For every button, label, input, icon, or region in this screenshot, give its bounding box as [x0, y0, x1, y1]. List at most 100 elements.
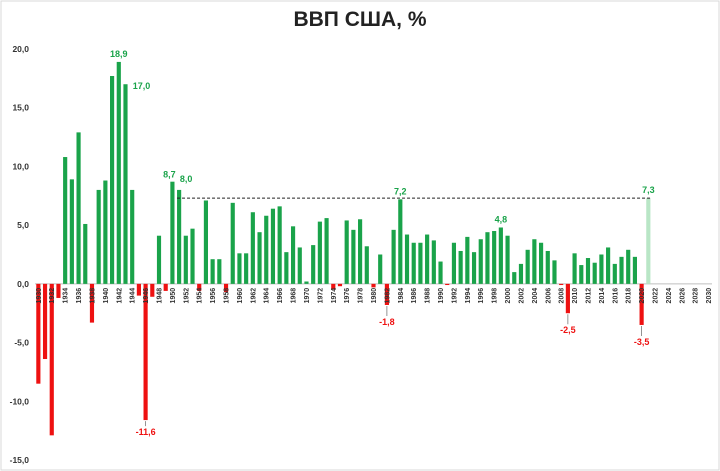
data-label: -3,5 [634, 337, 650, 347]
data-label: 17,0 [133, 81, 151, 91]
data-label: -1,8 [379, 317, 395, 327]
bar-2006 [545, 250, 550, 284]
x-tick-label: 2030 [706, 288, 713, 304]
bar-2014 [599, 254, 604, 284]
bar-2010 [572, 253, 577, 284]
bar-1932 [49, 283, 54, 436]
bar-2007 [552, 260, 557, 284]
x-tick-label: 2006 [545, 288, 552, 304]
x-tick-label: 1988 [425, 288, 432, 304]
bar-1938 [89, 283, 95, 323]
bar-1964 [264, 215, 269, 284]
x-tick-label: 2026 [679, 288, 686, 304]
y-tick-label: -5,0 [14, 338, 29, 348]
x-tick-label: 2000 [505, 288, 512, 304]
bar-1933 [56, 283, 61, 298]
x-tick-label: 2028 [693, 288, 700, 304]
bar-1987 [418, 242, 423, 284]
x-tick-label: 1948 [157, 288, 164, 304]
x-tick-label: 1930 [36, 288, 43, 304]
x-tick-label: 1936 [76, 288, 83, 304]
bar-1936 [76, 132, 81, 284]
bar-1944 [130, 189, 135, 284]
x-tick-label: 1976 [344, 288, 351, 304]
bar-1965 [270, 208, 276, 284]
x-tick-label: 1952 [183, 288, 190, 304]
bar-1935 [69, 179, 74, 284]
bar-1958 [223, 283, 229, 293]
bar-1951 [177, 189, 182, 284]
data-label: 8,0 [180, 174, 193, 184]
x-tick-label: 2008 [559, 288, 566, 304]
bar-2017 [619, 256, 624, 284]
chart-title: ВВП США, % [293, 8, 427, 31]
x-tick-label: 1998 [492, 288, 499, 304]
bar-1979 [364, 246, 369, 284]
bar-1976 [344, 220, 349, 284]
bar-1980 [371, 283, 376, 288]
bar-1962 [250, 212, 255, 284]
bar-1995 [471, 252, 477, 284]
y-tick-label: 0,0 [17, 279, 29, 289]
bar-1959 [230, 202, 235, 284]
x-tick-label: 1946 [143, 288, 150, 304]
bar-1993 [458, 250, 463, 284]
bar-1978 [358, 219, 363, 284]
x-tick-label: 1962 [250, 288, 257, 304]
bar-2008 [559, 283, 564, 286]
y-tick-label: -15,0 [10, 455, 30, 465]
bar-1961 [244, 253, 249, 284]
x-tick-label: 1972 [317, 288, 324, 304]
bar-1950 [170, 181, 175, 284]
bar-1963 [257, 232, 262, 284]
bar-2009 [565, 283, 570, 314]
bar-1969 [297, 247, 302, 284]
bar-1970 [304, 281, 309, 284]
y-tick-label: 5,0 [17, 220, 29, 230]
x-tick-label: 1986 [411, 288, 418, 304]
bar-1930 [36, 283, 41, 384]
x-tick-label: 2022 [653, 288, 660, 304]
x-tick-label: 2004 [532, 288, 539, 304]
bar-2021 [646, 198, 651, 284]
bar-1972 [317, 221, 322, 284]
bar-2013 [592, 262, 597, 284]
x-tick-label: 1944 [130, 288, 137, 304]
bar-1998 [492, 231, 497, 284]
bar-1954 [197, 283, 202, 291]
x-tick-label: 1938 [89, 288, 96, 304]
bar-1974 [331, 283, 336, 290]
bar-1953 [190, 228, 195, 284]
bar-1983 [391, 229, 396, 284]
x-tick-label: 2024 [666, 288, 673, 304]
data-label: 18,9 [110, 49, 128, 59]
bar-1945 [136, 283, 141, 296]
bar-1996 [478, 239, 483, 284]
x-tick-label: 1970 [304, 288, 311, 304]
bar-1948 [156, 235, 162, 284]
x-tick-label: 1980 [371, 288, 378, 304]
x-tick-label: 2016 [612, 288, 619, 304]
x-tick-label: 2020 [639, 288, 646, 304]
bar-1967 [284, 252, 289, 284]
x-tick-label: 1994 [465, 288, 472, 304]
y-tick-label: 15,0 [12, 103, 29, 113]
bar-1973 [324, 218, 329, 284]
bar-2000 [505, 235, 510, 284]
x-tick-label: 2012 [585, 288, 592, 304]
bar-1999 [498, 227, 503, 284]
bar-1992 [451, 242, 457, 284]
x-tick-label: 1964 [264, 288, 271, 304]
bar-1942 [116, 61, 121, 284]
x-tick-label: 1950 [170, 288, 177, 304]
bar-2020 [639, 283, 644, 325]
bar-1989 [431, 240, 436, 284]
bar-1931 [42, 283, 48, 360]
x-tick-label: 1956 [210, 288, 217, 304]
y-tick-label: 20,0 [12, 44, 29, 54]
x-tick-label: 1978 [358, 288, 365, 304]
bar-1966 [277, 206, 282, 284]
bar-1955 [203, 200, 209, 284]
